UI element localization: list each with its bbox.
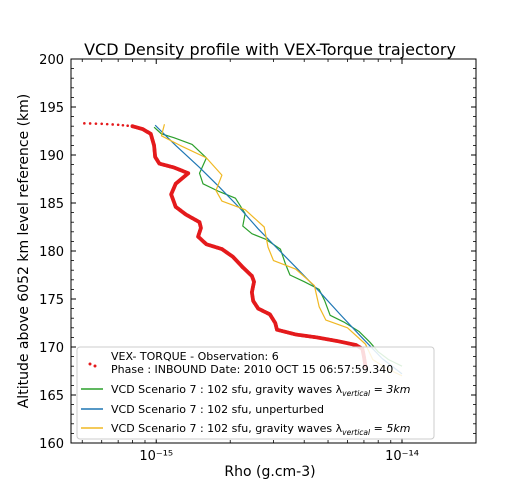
legend-entry-gw3: VCD Scenario 7 : 102 sfu, gravity waves … [81,383,410,398]
x-tick-label: 10⁻¹⁵ [139,449,173,464]
legend-label-gw3: VCD Scenario 7 : 102 sfu, gravity waves … [111,383,410,398]
legend-marker-observation [88,362,92,366]
data-point-observation [83,122,86,125]
legend-label-unperturbed: VCD Scenario 7 : 102 sfu, unperturbed [111,403,324,416]
legend: VEX- TORQUE - Observation: 6 Phase : INB… [76,346,435,440]
y-tick-label: 200 [39,53,64,68]
data-point-observation [105,122,109,126]
y-axis: 160 165 170 175 180 185 190 195 200 [39,53,476,452]
data-point-observation [116,123,120,127]
y-tick-label: 190 [39,149,64,164]
y-tick-label: 175 [39,293,64,308]
y-tick-label: 165 [39,389,64,404]
legend-box [76,346,435,440]
data-point-observation [111,123,114,126]
data-point-observation [88,122,92,125]
series-line-unperturbed [154,124,403,375]
data-point-observation [100,122,104,126]
y-tick-label: 170 [39,341,64,356]
y-axis-label: Altitude above 6052 km level reference (… [16,94,32,409]
legend-entry-observation: VEX- TORQUE - Observation: 6 Phase : INB… [88,350,393,376]
y-tick-label: 160 [39,437,64,452]
series-layer [83,122,403,377]
y-tick-label: 180 [39,245,64,260]
data-point-observation [94,122,98,125]
x-axis-label: Rho (g.cm-3) [224,464,315,480]
data-point-observation [126,124,129,128]
y-tick-label: 185 [39,197,64,212]
x-tick-label: 10⁻¹⁴ [385,449,419,464]
minor-ticks [71,59,477,443]
legend-label-observation: VEX- TORQUE - Observation: 6 [111,350,279,363]
legend-entry-unperturbed: VCD Scenario 7 : 102 sfu, unperturbed [81,403,324,416]
legend-label-observation-line2: Phase : INBOUND Date: 2010 OCT 15 06:57:… [111,363,393,376]
y-tick-label: 195 [39,101,64,116]
data-point-observation [121,123,125,127]
series-line-gw5 [160,124,403,377]
x-axis: 10⁻¹⁵ 10⁻¹⁴ [139,59,419,464]
legend-entry-gw5: VCD Scenario 7 : 102 sfu, gravity waves … [81,422,410,437]
legend-marker-observation [93,364,97,368]
legend-label-gw5: VCD Scenario 7 : 102 sfu, gravity waves … [111,422,410,437]
chart-title: VCD Density profile with VEX-Torque traj… [84,40,456,59]
